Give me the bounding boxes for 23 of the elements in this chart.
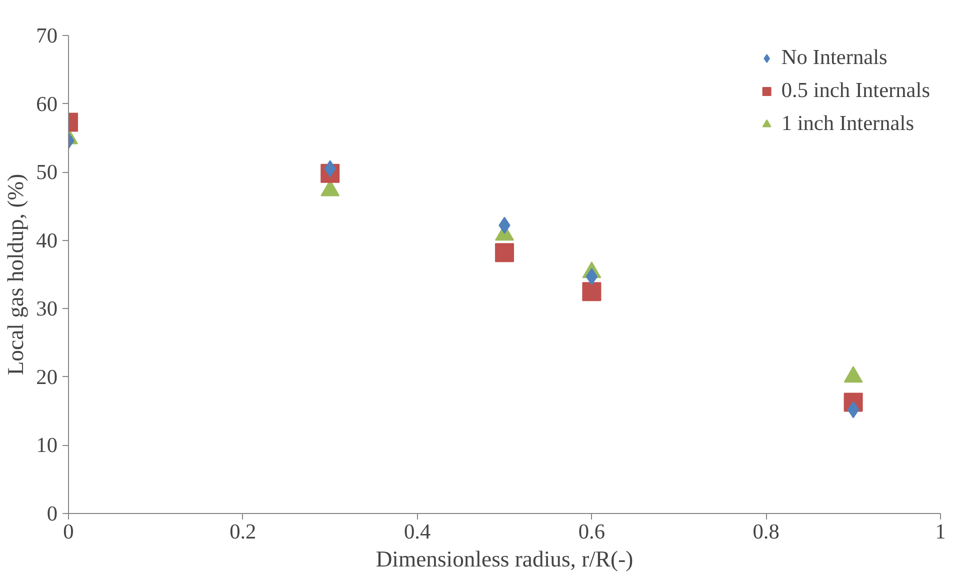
x-tick-label: 0	[63, 520, 74, 544]
x-tick-label: 0.2	[230, 520, 256, 544]
y-axis-title: Local gas holdup, (%)	[3, 174, 28, 376]
x-tick-label: 0.8	[752, 520, 780, 544]
x-tick-label: 0.6	[578, 520, 606, 544]
x-tick-label: 1	[935, 520, 946, 544]
y-tick-label: 20	[36, 364, 58, 389]
y-tick-label: 0	[46, 502, 58, 526]
legend-label: No Internals	[781, 45, 888, 70]
y-tick-label: 10	[36, 433, 58, 458]
point	[586, 268, 598, 286]
y-tick-label: 70	[36, 24, 58, 48]
point	[495, 243, 514, 262]
x-axis-title: Dimensionless radius, r/R(-)	[376, 546, 634, 572]
y-tick-label: 50	[36, 160, 58, 184]
point	[847, 401, 860, 418]
y-tick-label: 60	[36, 92, 58, 116]
y-tick-label: 30	[36, 296, 58, 321]
x-tick-label: 0.4	[404, 520, 431, 544]
y-tick-label: 40	[36, 228, 58, 252]
legend-label: 0.5 inch Internals	[781, 78, 930, 103]
point	[582, 282, 602, 302]
legend-label: 1 inch Internals	[781, 111, 914, 136]
